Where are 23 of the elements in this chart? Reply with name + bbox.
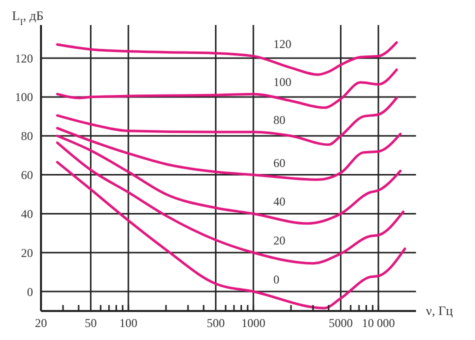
x-tick-label: 100	[119, 316, 138, 330]
series-label: 100	[273, 75, 292, 90]
x-tick-label: 5000	[328, 316, 353, 330]
x-tick-label: 1000	[241, 316, 266, 330]
y-axis-title: L$_{I}$, дБ	[12, 8, 44, 27]
series-label: 40	[273, 194, 286, 209]
series-label: 60	[273, 156, 286, 170]
x-tick-label: 50	[84, 316, 97, 330]
series-label: 20	[273, 234, 286, 248]
y-tick-label: 40	[21, 206, 33, 221]
y-tick-label: 20	[21, 246, 33, 260]
series-label: 0	[273, 272, 280, 287]
y-tick-label: 100	[15, 90, 33, 104]
y-tick-label: 60	[21, 168, 33, 182]
x-axis-title: ν, Гц	[426, 303, 453, 318]
x-tick-label: 20	[35, 316, 47, 330]
y-tick-label: 80	[21, 129, 33, 144]
y-tick-label: 0	[27, 284, 33, 299]
x-tick-label: 10 000	[362, 316, 395, 330]
series-label: 80	[273, 113, 286, 128]
y-tick-label: 120	[15, 51, 33, 66]
x-tick-label: 500	[206, 316, 225, 330]
series-label: 120	[273, 37, 292, 52]
